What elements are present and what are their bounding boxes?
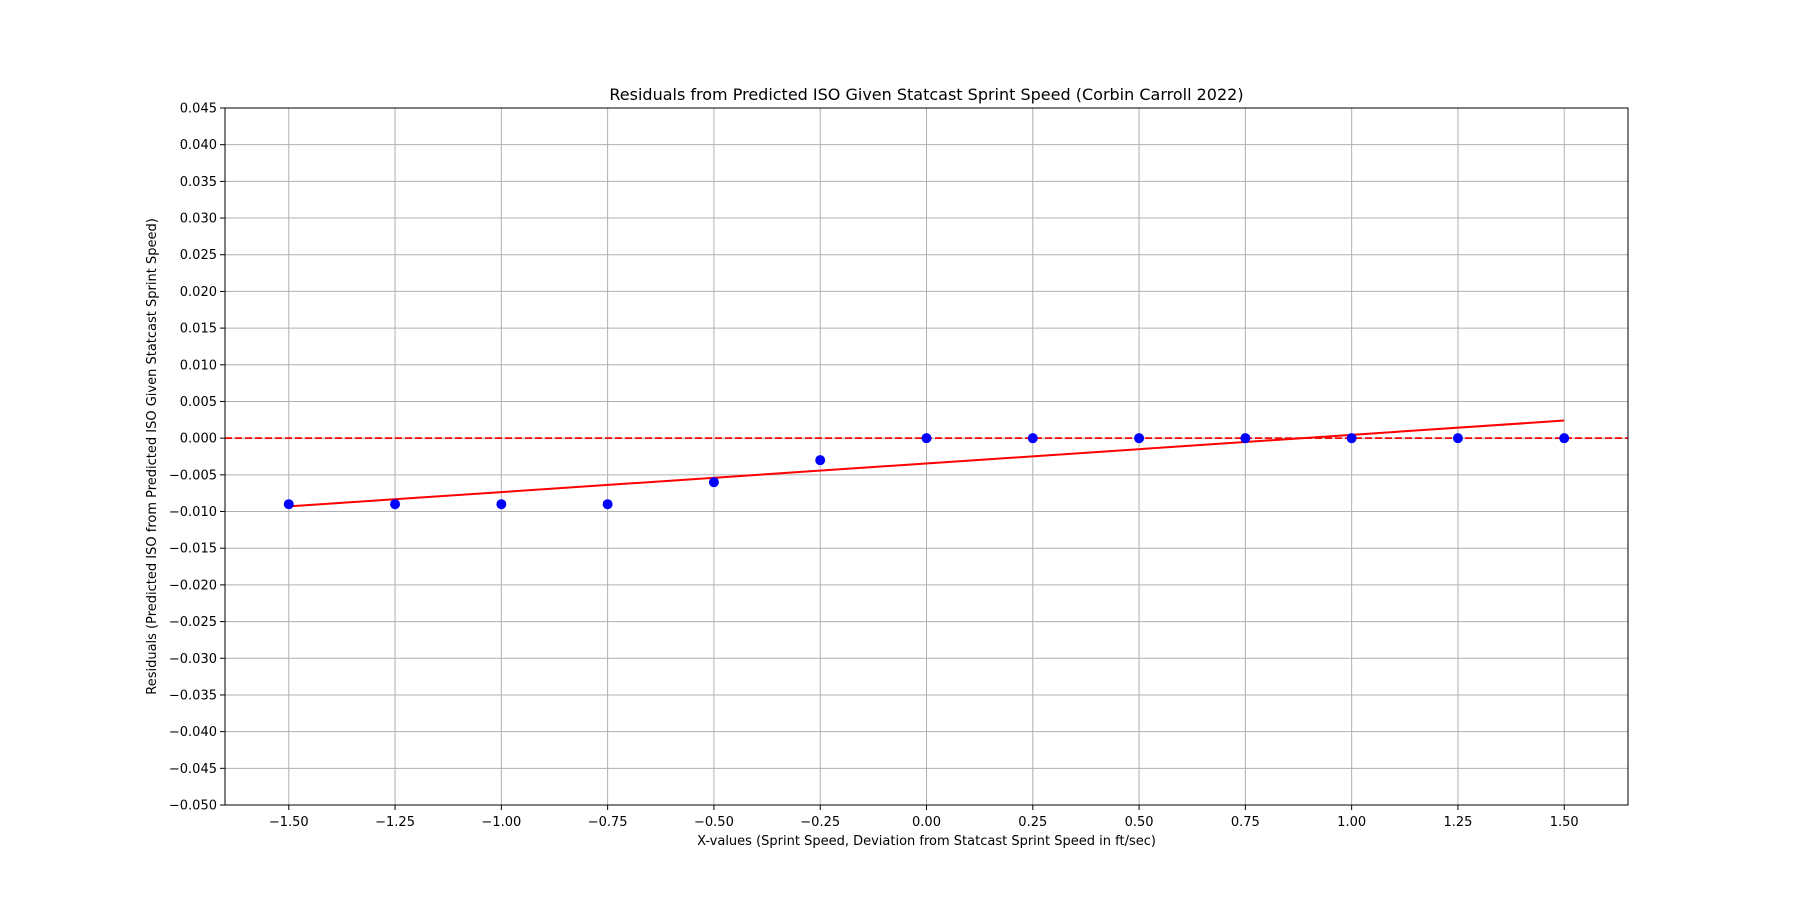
y-tick-label: −0.035 bbox=[169, 688, 217, 703]
chart-title: Residuals from Predicted ISO Given Statc… bbox=[609, 85, 1243, 104]
x-tick-label: 1.00 bbox=[1337, 815, 1366, 830]
data-point bbox=[390, 499, 401, 510]
y-tick-label: 0.005 bbox=[180, 395, 217, 410]
data-point bbox=[1027, 433, 1038, 444]
y-tick-label: −0.010 bbox=[169, 505, 217, 520]
x-tick-label: 1.25 bbox=[1443, 815, 1472, 830]
y-tick-label: −0.040 bbox=[169, 725, 217, 740]
data-point bbox=[1240, 433, 1251, 444]
data-point bbox=[921, 433, 932, 444]
data-point bbox=[1134, 433, 1145, 444]
data-point bbox=[1346, 433, 1357, 444]
y-tick-label: −0.020 bbox=[169, 578, 217, 593]
axis-ticks: −1.50 −1.25 −1.00 −0.75 −0.50 −0.25 0.00 0.25 0.… bbox=[169, 102, 1579, 831]
y-tick-label: −0.030 bbox=[169, 652, 217, 667]
x-tick-label: −0.75 bbox=[588, 815, 628, 830]
y-tick-label: −0.015 bbox=[169, 542, 217, 557]
y-tick-label: −0.045 bbox=[169, 762, 217, 777]
y-tick-label: 0.025 bbox=[180, 248, 217, 263]
y-tick-label: −0.050 bbox=[169, 799, 217, 814]
y-tick-label: 0.010 bbox=[180, 358, 217, 373]
data-point bbox=[1559, 433, 1570, 444]
x-tick-label: 0.50 bbox=[1125, 815, 1154, 830]
x-tick-label: 0.25 bbox=[1018, 815, 1047, 830]
x-tick-label: 0.00 bbox=[912, 815, 941, 830]
plot-series bbox=[225, 419, 1628, 510]
x-tick-label: 1.50 bbox=[1550, 815, 1579, 830]
y-tick-label: 0.030 bbox=[180, 212, 217, 227]
x-tick-label: −1.00 bbox=[481, 815, 521, 830]
y-tick-label: −0.025 bbox=[169, 615, 217, 630]
y-tick-label: 0.035 bbox=[180, 175, 217, 190]
y-tick-label: 0.040 bbox=[180, 138, 217, 153]
y-tick-label: 0.020 bbox=[180, 285, 217, 300]
y-tick-label: −0.005 bbox=[169, 468, 217, 483]
data-point bbox=[815, 455, 826, 466]
data-point bbox=[496, 499, 507, 510]
x-tick-label: −1.50 bbox=[269, 815, 309, 830]
x-tick-label: −0.25 bbox=[800, 815, 840, 830]
x-tick-label: 0.75 bbox=[1231, 815, 1260, 830]
y-tick-label: 0.015 bbox=[180, 322, 217, 337]
y-tick-label: 0.000 bbox=[180, 432, 217, 447]
x-tick-label: −0.50 bbox=[694, 815, 734, 830]
data-point bbox=[708, 477, 719, 488]
data-point bbox=[283, 499, 294, 510]
data-point bbox=[1452, 433, 1463, 444]
x-tick-label: −1.25 bbox=[375, 815, 415, 830]
x-axis-label: X-values (Sprint Speed, Deviation from S… bbox=[697, 834, 1156, 849]
y-tick-label: 0.045 bbox=[180, 102, 217, 117]
data-point bbox=[602, 499, 613, 510]
y-axis-label: Residuals (Predicted ISO from Predicted … bbox=[145, 218, 160, 695]
